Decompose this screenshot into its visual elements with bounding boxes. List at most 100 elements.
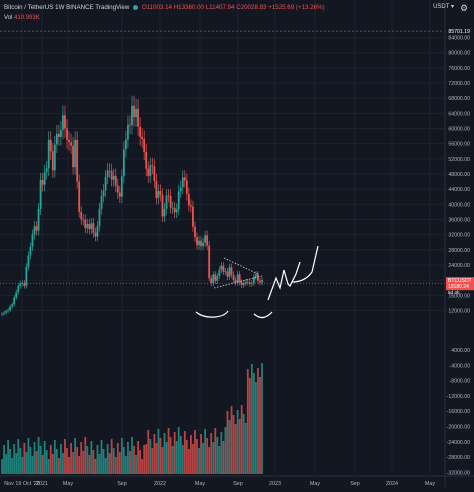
candle-body (139, 126, 142, 137)
market-open-icon (133, 4, 139, 10)
volume-bar (25, 452, 28, 474)
volume-bar (192, 444, 194, 474)
candle-body (66, 128, 68, 140)
volume-bar (204, 429, 207, 474)
time-tick-label: 2024 (386, 481, 398, 487)
candle-body (167, 195, 170, 197)
candle-body (1, 313, 3, 315)
candle-body (224, 271, 227, 273)
volume-bar (202, 443, 204, 474)
time-tick-label: Nov 19 Oct '20 (4, 481, 40, 487)
drawn-w-shape-1 (267, 261, 301, 301)
price-tick-label: 32000.00 (448, 233, 470, 239)
candle-body (33, 226, 36, 235)
volume-bar (153, 434, 156, 474)
volume-bar (216, 437, 219, 474)
volume-bar (139, 450, 142, 474)
current-price-countdown: 5d 4h (448, 290, 460, 295)
candle-body (114, 175, 117, 186)
symbol-title[interactable]: Bitcoin / TetherUS (4, 4, 54, 11)
volume-tick-label: -12000.00 (447, 394, 470, 400)
volume-bar (222, 441, 225, 474)
interval-label[interactable]: 1W (55, 4, 65, 11)
candle-body (232, 274, 235, 281)
candle-body (200, 240, 202, 246)
volume-bar (259, 377, 261, 474)
volume-bar (74, 438, 77, 474)
current-price-badge (446, 277, 474, 291)
volume-bar (84, 437, 87, 474)
candle-body (37, 208, 40, 231)
volume-bar (187, 449, 190, 474)
price-tick-label: 28000.00 (448, 248, 470, 254)
volume-bar (250, 364, 253, 474)
volume-bar (102, 449, 105, 474)
volume-bar (200, 434, 202, 474)
candle-body (131, 105, 133, 126)
candle-body (198, 240, 200, 246)
volume-bar (49, 445, 52, 474)
candle-body (23, 283, 26, 286)
volume-bar (110, 439, 113, 474)
candle-body (53, 144, 56, 171)
candle-body (236, 274, 239, 283)
volume-bar (238, 419, 241, 474)
candle-body (68, 139, 70, 143)
volume-bar (1, 459, 3, 474)
volume-tick-label: -32000.00 (447, 470, 470, 476)
volume-bar (64, 439, 66, 474)
price-tick-label: 76000.00 (448, 66, 470, 72)
volume-bar (159, 438, 162, 474)
candle-body (112, 175, 115, 180)
candle-body (141, 136, 144, 140)
candle-body (159, 191, 162, 195)
volume-bar (7, 440, 9, 474)
candle-body (90, 223, 93, 229)
volume-bar (27, 438, 30, 474)
candle-body (145, 152, 148, 169)
time-tick-label: May (195, 481, 205, 487)
price-tick-label: 60000.00 (448, 127, 470, 133)
source-label: TradingView (95, 4, 130, 11)
candle-body (169, 195, 172, 208)
volume-tick-label: -4000.00 (450, 363, 471, 369)
volume-tick-label: -16000.00 (447, 409, 470, 415)
candle-body (84, 219, 87, 229)
candle-body (133, 105, 135, 118)
candle-body (13, 297, 16, 305)
candle-body (208, 245, 211, 279)
volume-bar (35, 451, 38, 474)
volume-bar (129, 451, 131, 474)
volume-bar (127, 442, 129, 474)
candle-body (216, 275, 219, 281)
volume-bar (19, 448, 22, 474)
candle-body (129, 124, 131, 126)
volume-bar (181, 445, 184, 474)
candle-body (49, 139, 52, 152)
candle-body (35, 226, 38, 231)
candle-body (15, 292, 18, 298)
price-tick-label: 24000.00 (448, 263, 470, 269)
candle-body (25, 266, 28, 286)
volume-legend: Vol 410.993K (4, 15, 40, 21)
volume-bar (47, 459, 50, 474)
candle-body (47, 139, 50, 169)
candle-body (31, 234, 34, 247)
gear-icon[interactable]: ⚙ (459, 3, 469, 13)
volume-bar (157, 429, 160, 474)
volume-bar (90, 441, 93, 474)
volume-bar (246, 369, 249, 474)
volume-bar (161, 447, 164, 474)
candle-body (157, 191, 160, 198)
currency-button[interactable]: USDT ▾ (433, 4, 454, 10)
candle-body (250, 283, 253, 284)
volume-bar (236, 410, 239, 474)
volume-bar (230, 406, 233, 474)
candle-body (21, 283, 24, 284)
candle-body (120, 176, 123, 197)
drawn-curve-left (195, 310, 229, 318)
candle-body (177, 191, 180, 210)
candle-body (149, 165, 152, 176)
